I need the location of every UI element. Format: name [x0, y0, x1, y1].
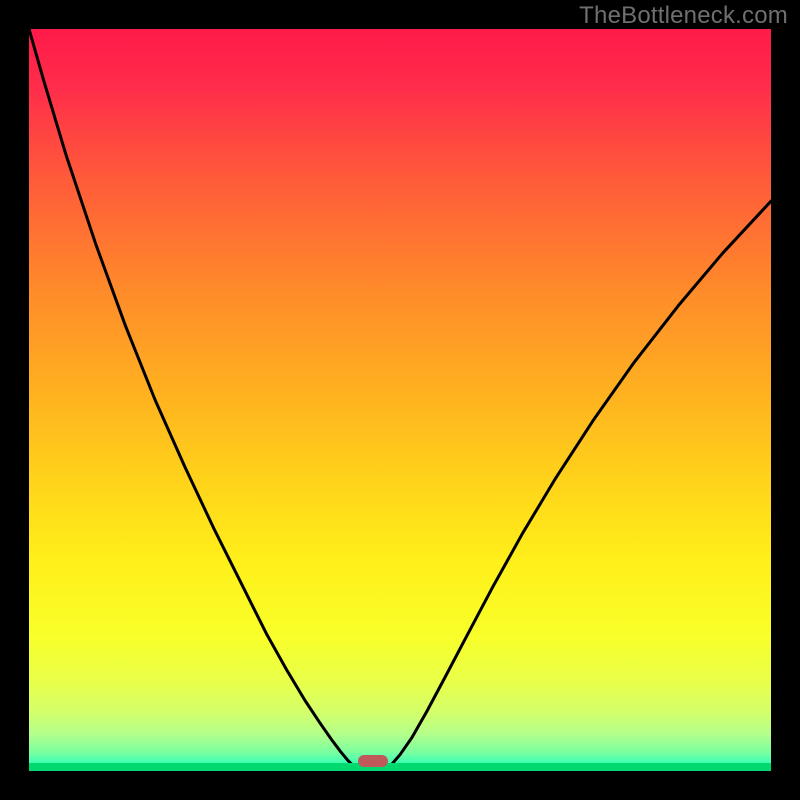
optimal-range-marker — [358, 755, 388, 767]
plot-area — [29, 29, 771, 771]
chart-container: TheBottleneck.com — [0, 0, 800, 800]
green-strip — [29, 763, 771, 771]
watermark-text: TheBottleneck.com — [579, 2, 788, 30]
bottleneck-curve — [29, 29, 771, 771]
